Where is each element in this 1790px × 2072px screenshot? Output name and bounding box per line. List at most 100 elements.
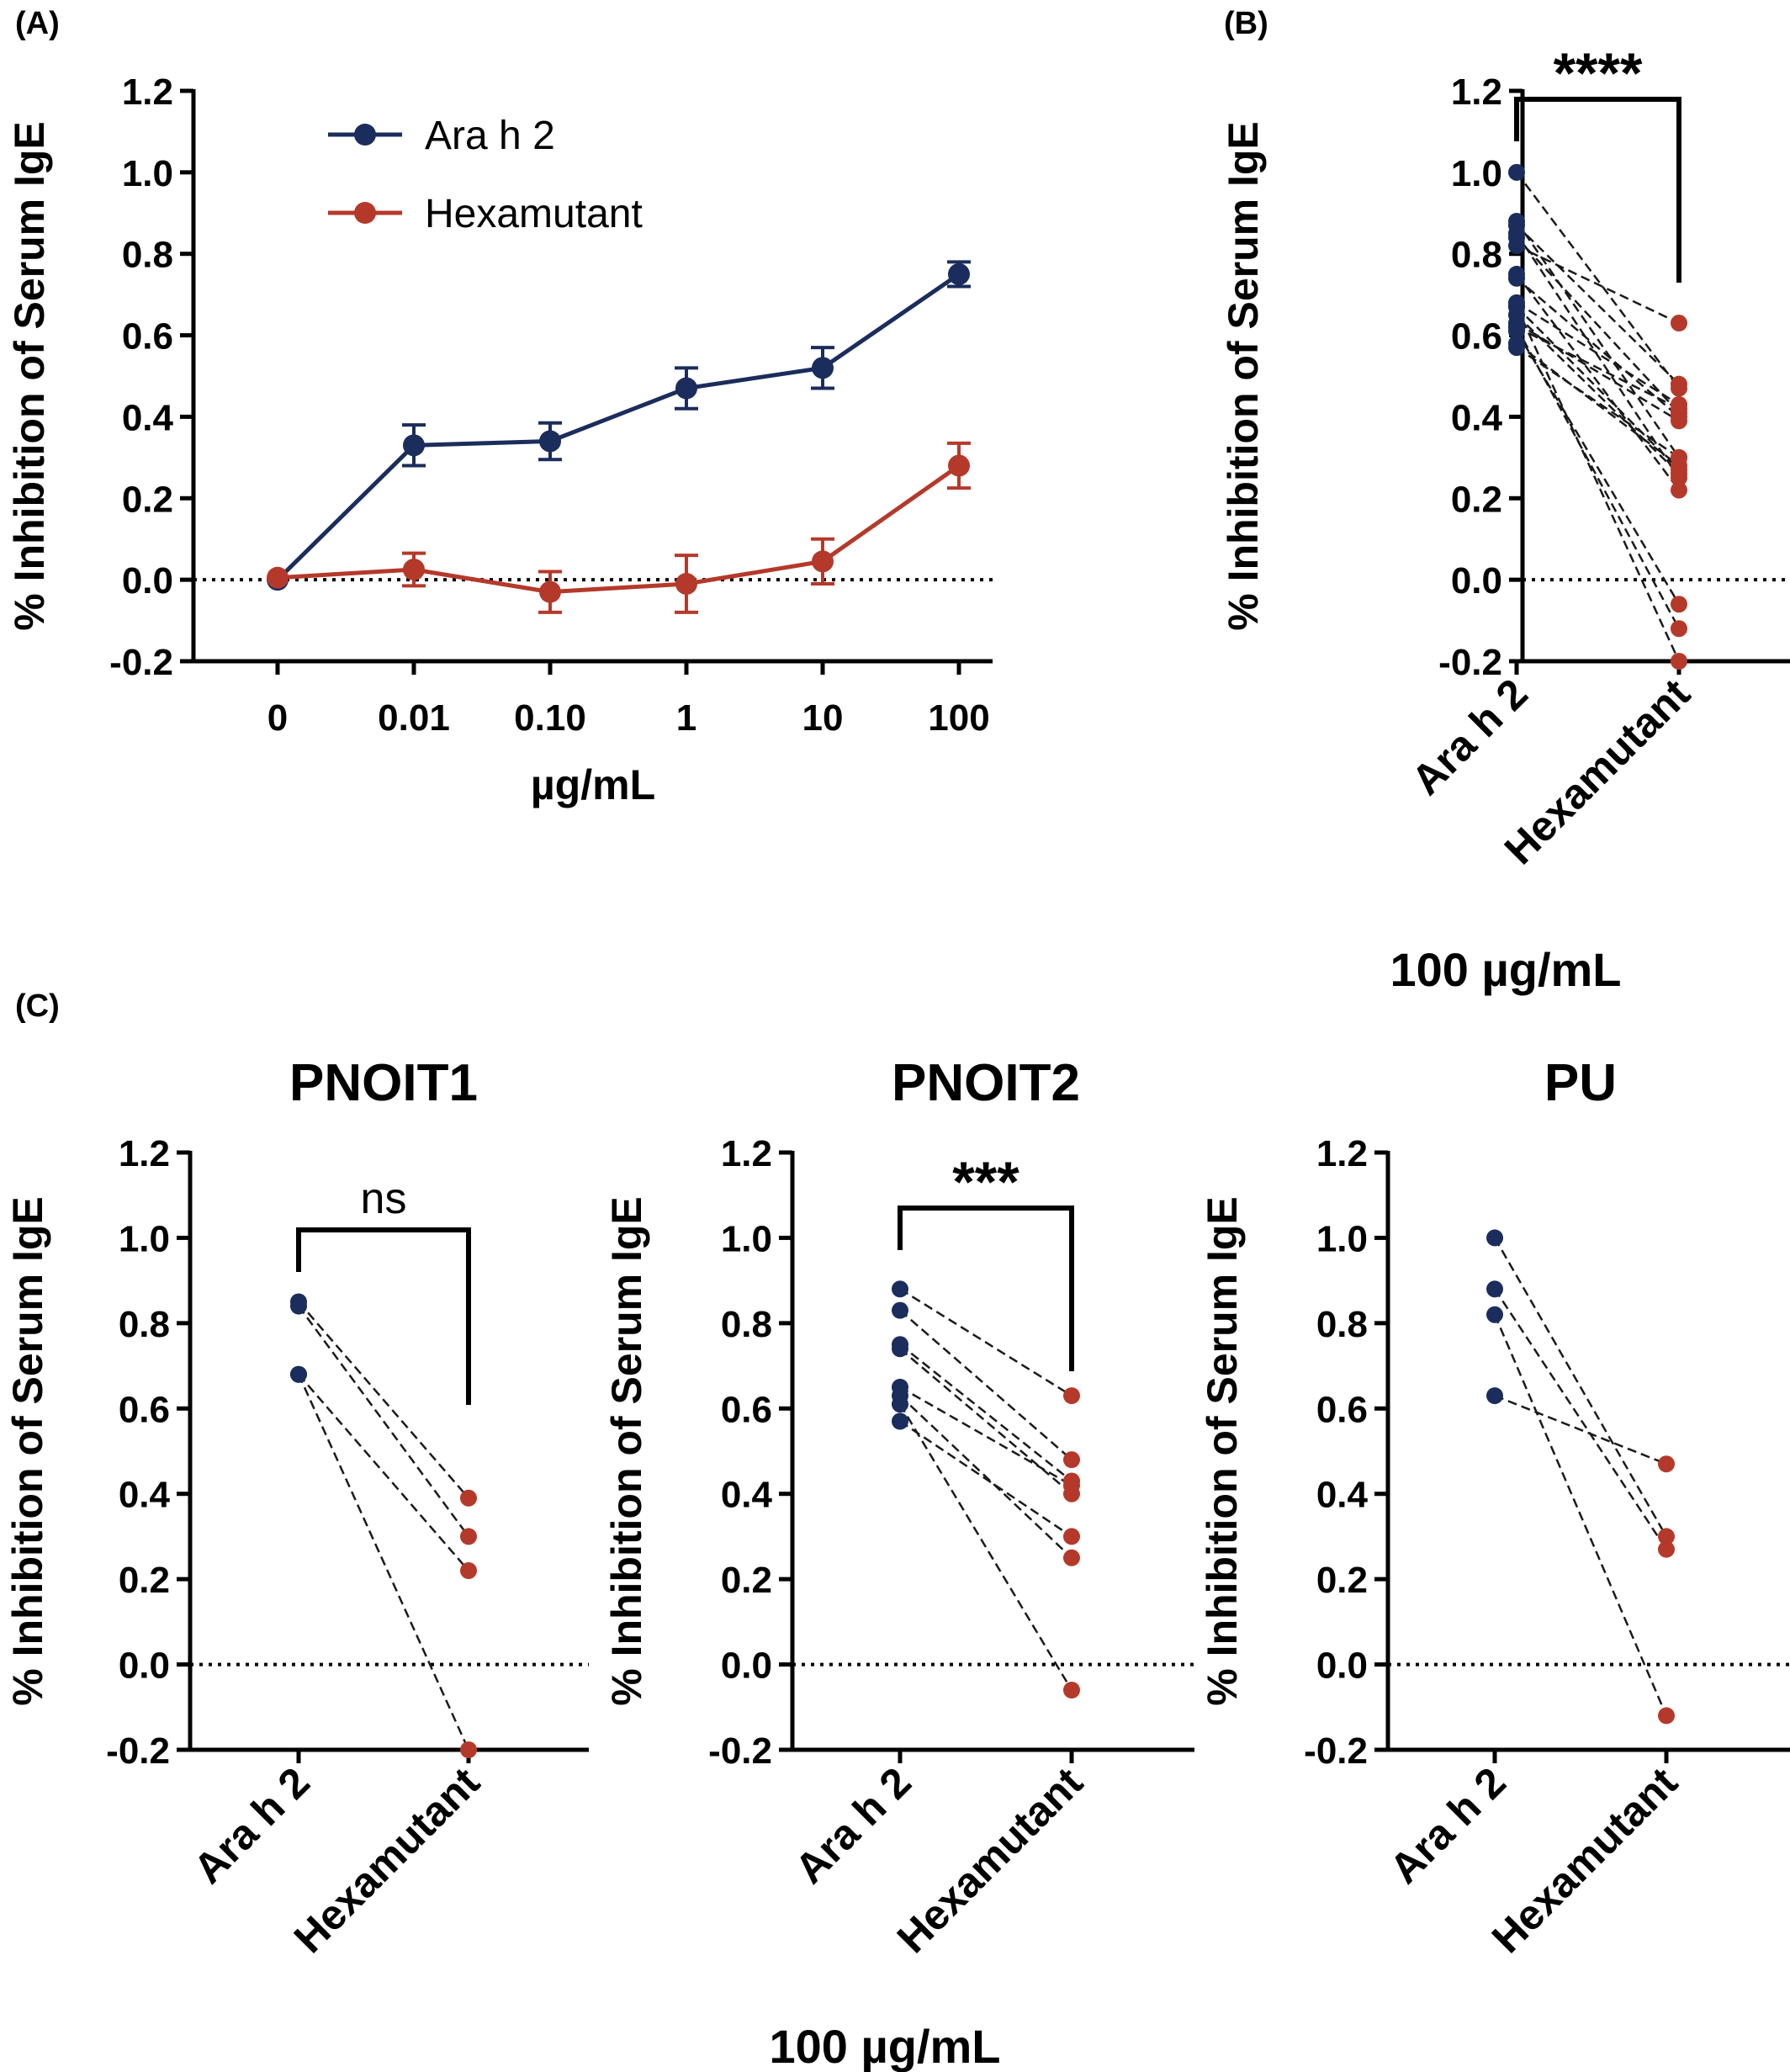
panel-a-data-point: [539, 580, 561, 603]
panel-c1-y-tick-label: 0.6: [119, 1389, 170, 1430]
panel-b-pair-connector: [1516, 314, 1680, 475]
panel-c2-hexamutant-point: [1063, 1451, 1080, 1469]
panel-b-pair-connector: [1515, 306, 1681, 662]
panel-b-hexamutant-point: [1671, 481, 1687, 499]
panel-c1-pair-connector: [298, 1301, 469, 1499]
panel-c2-y-tick-label: 1.0: [721, 1218, 772, 1259]
panel-a-x-tick-label: 0: [267, 697, 288, 739]
panel-c2-x-tick-label: Hexamutant: [888, 1758, 1092, 1962]
panel-a-x-tick-label: 100: [928, 697, 989, 739]
panel-c2-pair-connector: [898, 1403, 1073, 1691]
panel-a-data-point: [267, 566, 289, 589]
panel-c2-y-tick-label: 0.4: [721, 1475, 773, 1516]
panel-c1-hexamutant-point: [460, 1528, 477, 1545]
panel-c1-ara-h-2-point: [290, 1297, 307, 1315]
panel-c3-hexamutant-point: [1658, 1707, 1675, 1725]
panel-b-pair-connector: [1515, 220, 1681, 458]
panel-b-ara-h-2-point: [1508, 269, 1525, 287]
panel-c2-hexamutant-point: [1063, 1476, 1080, 1494]
panel-c3-ara-h-2-point: [1486, 1229, 1503, 1247]
panel-c1-hexamutant-point: [460, 1741, 477, 1758]
panel-c2-pair-connector: [899, 1288, 1072, 1397]
panel-c1-x-tick-label: Ara h 2: [184, 1758, 318, 1892]
panel-c2-hexamutant-point: [1063, 1549, 1080, 1566]
panel-a-legend-label: Ara h 2: [425, 114, 555, 158]
panel-c2-pair-connector: [899, 1420, 1072, 1538]
panel-c3-x-tick-label: Ara h 2: [1380, 1758, 1514, 1892]
panel-c2-hexamutant-point: [1063, 1387, 1080, 1405]
panel-c3-ara-h-2-point: [1486, 1280, 1503, 1298]
panel-c2-pair-connector: [899, 1309, 1072, 1461]
panel-a-x-axis-title: µg/mL: [531, 761, 655, 808]
panel-c1-y-tick-label: 0.2: [119, 1560, 170, 1601]
panel-b-hexamutant-point: [1671, 653, 1687, 670]
panel-a-x-tick-label: 1: [676, 697, 696, 739]
panel-a-line-chart: -0.2 0.0 0.2 0.4 0.6 0.8 1.0 1.2 % Inhibition of…: [6, 72, 993, 808]
panel-a-x-tick-label: 10: [802, 697, 844, 739]
panel-c2-y-tick-label: 0.2: [721, 1560, 772, 1601]
panel-c2-y-tick-label: 0.8: [721, 1304, 772, 1345]
panel-c1-y-tick-label: -0.2: [106, 1730, 170, 1772]
panel-a-y-tick-label: 0.0: [122, 560, 173, 601]
panel-c2-y-tick-label: 0.0: [721, 1645, 772, 1687]
panel-b-unit-label: 100 µg/mL: [1390, 943, 1621, 996]
panel-c3-pair-connector: [1494, 1394, 1667, 1465]
panel-c2-pair-connector: [899, 1395, 1072, 1559]
panel-c3-y-tick-label: 1.2: [1316, 1133, 1368, 1174]
panel-c3-hexamutant-point: [1658, 1455, 1675, 1473]
panel-c2-panel-title: PNOIT2: [892, 1054, 1080, 1112]
panel-b-pair-connector: [1516, 273, 1680, 491]
panel-b-significance-bracket: [1514, 97, 1681, 283]
panel-b-hexamutant-point: [1671, 412, 1687, 430]
panel-c2-ara-h-2-point: [892, 1412, 908, 1430]
panel-b-pair-connector: [1516, 224, 1680, 385]
panel-b-pair-connector: [1516, 326, 1680, 410]
panel-c3-ara-h-2-point: [1486, 1387, 1503, 1405]
panel-c2-significance-bracket: [898, 1206, 1074, 1371]
panel-a-data-point: [948, 454, 970, 477]
panel-c3-pair-connector: [1493, 1314, 1668, 1716]
panel-b-y-tick-label: 0.6: [1451, 316, 1502, 358]
panel-c1-significance-bracket: [296, 1227, 471, 1405]
panel-c3-pair-connector: [1493, 1288, 1668, 1550]
panel-a-x-tick-label: 0.10: [514, 697, 586, 739]
panel-c-letter: (C): [15, 988, 60, 1024]
panel-b-ara-h-2-point: [1508, 163, 1525, 181]
panel-a-y-tick-label: 0.2: [122, 479, 173, 520]
panel-c1-hexamutant-point: [460, 1489, 477, 1507]
panel-c2-y-tick-label: 0.6: [721, 1389, 772, 1430]
panel-b-y-tick-label: 1.0: [1451, 153, 1502, 194]
panel-b-hexamutant-point: [1671, 620, 1687, 638]
panel-c3-y-axis-title: % Inhibition of Serum IgE: [1199, 1196, 1246, 1706]
panel-b-hexamutant-point: [1671, 400, 1687, 417]
panel-b-letter: (B): [1224, 6, 1268, 41]
panel-c3-hexamutant-point: [1658, 1540, 1675, 1558]
panel-c2-significance-label: ***: [952, 1150, 1019, 1214]
panel-b-y-tick-label: 0.2: [1451, 479, 1502, 520]
panel-c-unit-label: 100 µg/mL: [769, 2020, 1000, 2072]
panel-b-significance-label: ****: [1554, 41, 1643, 105]
panel-a-y-tick-label: 0.8: [122, 235, 173, 276]
panel-c3-paired-chart: -0.2 0.0 0.2 0.4 0.6 0.8 1.0 1.2 % Inhibition of…: [1199, 1054, 1790, 1962]
panel-a-legend-swatch-marker: [354, 124, 376, 146]
panel-b-pair-connector: [1516, 244, 1680, 325]
panel-c1-y-tick-label: 0.0: [119, 1645, 170, 1687]
panel-c1-significance-label: ns: [361, 1174, 407, 1223]
panel-c2-ara-h-2-point: [892, 1340, 908, 1358]
panel-c3-y-tick-label: 0.6: [1316, 1389, 1368, 1430]
panel-c1-panel-title: PNOIT1: [289, 1054, 478, 1112]
panel-c3-y-tick-label: 0.4: [1316, 1475, 1369, 1516]
panel-b-y-tick-label: 0.8: [1451, 235, 1502, 276]
panel-a-legend-swatch-marker: [354, 202, 376, 224]
panel-b-y-tick-label: 1.2: [1451, 72, 1502, 113]
panel-c1-pair-connector: [297, 1305, 470, 1538]
panel-a-series-line-ara-h-2: [276, 272, 961, 581]
panel-c2-y-tick-label: -0.2: [708, 1730, 772, 1772]
panel-b-ara-h-2-point: [1508, 298, 1525, 315]
panel-c2-y-tick-label: 1.2: [721, 1133, 772, 1174]
panel-b-pair-connector: [1516, 305, 1680, 471]
panel-b-pair-connector: [1515, 232, 1681, 479]
panel-b-y-tick-label: -0.2: [1438, 642, 1502, 683]
panel-c1-hexamutant-point: [460, 1562, 477, 1579]
panel-a-data-point: [812, 550, 834, 573]
